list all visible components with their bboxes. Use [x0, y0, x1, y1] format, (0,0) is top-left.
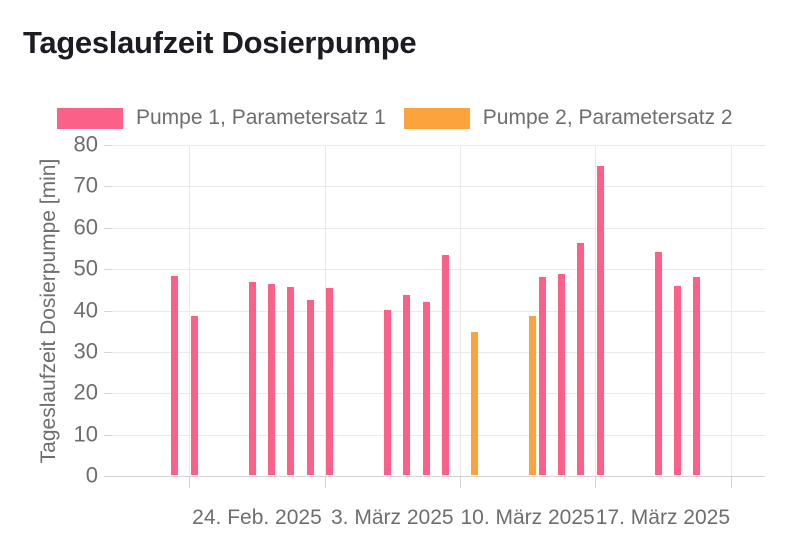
x-tick-label: 3. März 2025: [330, 506, 454, 529]
y-tick-mark: [104, 393, 112, 395]
x-tick-label: 24. Feb. 2025: [192, 506, 322, 529]
plot-area: Tageslaufzeit Dosierpumpe [min] 0 10 20 30 4…: [37, 131, 765, 529]
x-tick-mark: [324, 476, 326, 488]
bar-pumpe1[interactable]: [654, 252, 662, 475]
y-tick-mark: [104, 186, 112, 188]
gridline-horizontal: [112, 186, 765, 188]
gridline-horizontal: [112, 434, 765, 436]
y-tick-mark: [104, 269, 112, 271]
y-tick-mark: [104, 145, 112, 146]
y-tick-label: 30: [73, 338, 98, 364]
bar-pumpe1[interactable]: [190, 316, 198, 475]
gridline-horizontal: [112, 227, 765, 229]
bar-pumpe1[interactable]: [306, 299, 314, 475]
bar-pumpe1[interactable]: [441, 254, 449, 475]
gridline-vertical: [459, 145, 461, 476]
y-tick-label: 80: [73, 131, 98, 157]
x-tick-mark: [189, 476, 191, 488]
x-tick-label: 10. März 2025: [460, 506, 595, 529]
bar-pumpe1[interactable]: [383, 309, 391, 475]
gridline-horizontal: [112, 145, 765, 146]
bar-pumpe1[interactable]: [267, 283, 275, 475]
y-tick-mark: [104, 476, 112, 477]
bar-pumpe1[interactable]: [538, 276, 546, 475]
bar-pumpe1[interactable]: [287, 287, 295, 475]
gridline-vertical: [324, 145, 326, 476]
bar-pumpe1[interactable]: [673, 286, 681, 475]
y-tick-label: 0: [85, 462, 98, 488]
x-tick-label: 17. März 2025: [595, 506, 731, 529]
gridline-horizontal: [112, 269, 765, 271]
legend-swatch: [57, 107, 123, 129]
gridline-horizontal: [112, 351, 765, 353]
y-tick-label: 60: [73, 214, 98, 240]
y-tick-label: 50: [73, 255, 98, 281]
bar-pumpe1[interactable]: [248, 281, 256, 475]
bar-pumpe1[interactable]: [422, 302, 430, 475]
gridline-vertical: [595, 145, 597, 476]
bar-pumpe1[interactable]: [557, 273, 565, 475]
x-tick-mark: [730, 476, 732, 488]
x-tick-mark: [459, 476, 461, 488]
bar-pumpe1[interactable]: [403, 295, 411, 475]
legend-label: Pumpe 1, Parametersatz 1: [136, 106, 386, 129]
gridline-horizontal: [112, 476, 765, 477]
bar-pumpe1[interactable]: [577, 242, 585, 475]
gridline-horizontal: [112, 393, 765, 395]
y-tick-mark: [104, 310, 112, 312]
bar-pumpe2[interactable]: [470, 331, 478, 475]
y-tick-label: 40: [73, 296, 98, 322]
y-tick-mark: [104, 351, 112, 353]
legend: Pumpe 1, Parametersatz 1 Pumpe 2, Parame…: [57, 106, 733, 130]
legend-swatch: [403, 107, 470, 129]
bar-pumpe1[interactable]: [325, 288, 333, 475]
chart-title: Tageslaufzeit Dosierpumpe: [23, 25, 417, 60]
legend-item-pumpe2[interactable]: Pumpe 2, Parametersatz 2: [403, 106, 733, 130]
bar-pumpe2[interactable]: [528, 315, 536, 475]
y-tick-label: 20: [73, 379, 98, 405]
gridline-vertical: [189, 145, 191, 476]
gridline-horizontal: [112, 310, 765, 312]
legend-label: Pumpe 2, Parametersatz 2: [482, 106, 733, 129]
gridline-vertical: [730, 145, 732, 476]
y-tick-mark: [104, 434, 112, 436]
legend-item-pumpe1[interactable]: Pumpe 1, Parametersatz 1: [57, 106, 386, 130]
bar-pumpe1[interactable]: [596, 165, 604, 475]
bar-pumpe1[interactable]: [693, 276, 701, 475]
y-tick-label: 70: [73, 172, 98, 198]
bar-pumpe1[interactable]: [171, 276, 179, 475]
x-tick-mark: [595, 476, 597, 488]
y-tick-mark: [104, 227, 112, 229]
y-tick-label: 10: [73, 421, 98, 447]
